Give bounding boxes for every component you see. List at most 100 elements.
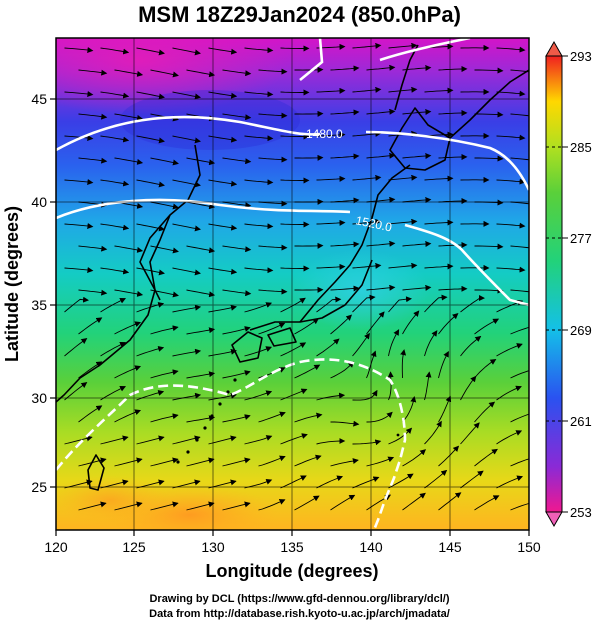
streamline-arrow [330, 420, 360, 427]
streamline-arrow [280, 342, 307, 357]
streamline-arrow [172, 91, 201, 100]
streamline-arrow [258, 244, 288, 251]
coastline-kyushu [231, 331, 263, 363]
streamline-arrow [496, 134, 526, 141]
streamline-arrow [474, 401, 496, 423]
streamline-arrow [172, 392, 202, 401]
streamline-arrow [316, 338, 340, 357]
streamline-arrow [186, 69, 216, 78]
streamline-arrow [388, 174, 418, 181]
streamline-arrow [280, 297, 306, 313]
streamline-arrow [510, 289, 529, 293]
streamline-arrow [474, 318, 500, 335]
streamline-arrow [366, 311, 385, 335]
streamline-arrow [316, 475, 344, 489]
streamline-arrow [330, 361, 355, 379]
contour-label-1480: 1480.0 [306, 127, 343, 141]
streamline-arrow [330, 285, 360, 292]
streamline-arrow [244, 267, 274, 274]
streamline-arrow [114, 457, 143, 467]
streamline-arrow [186, 415, 216, 423]
streamline-arrow [114, 321, 142, 335]
streamline-arrow [496, 90, 526, 97]
streamline-arrow [474, 243, 504, 250]
streamline-arrow [280, 45, 310, 52]
streamline-arrow [402, 240, 432, 247]
streamline-arrow [460, 422, 480, 445]
streamline-arrow [352, 86, 382, 93]
streamline-arrow [150, 457, 179, 467]
streamline-arrow [352, 476, 380, 489]
streamline-arrow [352, 332, 370, 357]
streamline-arrow [474, 448, 498, 467]
streamline-arrow [352, 218, 382, 225]
x-tick-label: 130 [201, 539, 225, 555]
streamline-arrow [496, 385, 522, 401]
streamline-arrow [496, 430, 523, 445]
streamline-arrow [402, 449, 427, 467]
coastline-shikoku [267, 327, 297, 347]
streamline-arrow [114, 289, 144, 297]
streamline-arrow [388, 427, 413, 445]
streamline-arrow [510, 413, 529, 423]
streamline-arrow [258, 499, 286, 511]
streamline-arrow [316, 263, 346, 270]
streamline-arrow [114, 69, 144, 77]
streamline-arrow [402, 396, 417, 423]
streamline-arrow [330, 241, 360, 248]
streamline-arrow [78, 157, 108, 164]
streamline-arrow [388, 473, 414, 489]
streamline-arrow [294, 66, 324, 73]
streamline-arrow [64, 135, 94, 141]
streamline-arrow [330, 109, 360, 116]
map-title: MSM 18Z29Jan2024 (850.0hPa) [138, 2, 461, 27]
streamline-arrow [460, 335, 482, 357]
streamline-arrow [222, 370, 251, 379]
streamline-arrow [402, 310, 420, 335]
streamline-arrow [258, 156, 288, 163]
streamline-arrow [294, 110, 324, 117]
streamline-arrow [352, 42, 382, 49]
streamline-arrow [64, 338, 88, 357]
streamline-arrow [330, 153, 360, 160]
streamline-arrow [136, 91, 165, 100]
x-tick-label: 135 [280, 539, 304, 555]
streamline-arrow [460, 294, 485, 313]
wind-streamlines [64, 42, 529, 511]
x-axis-label: Longitude (degrees) [205, 561, 378, 581]
streamline-arrow [100, 179, 130, 187]
streamline-arrow [438, 351, 449, 379]
streamline-arrow [438, 110, 468, 117]
streamline-arrow [150, 413, 179, 423]
streamline-arrow [438, 66, 468, 73]
coastline-korea [149, 214, 171, 301]
streamline-arrow [400, 349, 407, 379]
streamline-arrow [222, 414, 251, 423]
streamline-arrow [136, 267, 165, 276]
streamline-arrow [64, 179, 94, 185]
streamline-arrow [64, 91, 94, 97]
coastline-honshu-south [249, 259, 373, 331]
streamline-arrow [294, 454, 322, 467]
streamline-arrow [474, 495, 500, 511]
streamline-arrow [294, 154, 324, 161]
coastline-kuril [449, 69, 529, 139]
streamline-arrow [150, 325, 179, 335]
streamline-arrow [222, 289, 252, 297]
axis-ticks [50, 98, 530, 536]
streamline-arrow [136, 47, 165, 56]
colorbar-body [545, 55, 563, 513]
y-axis-label: Latitude (degrees) [2, 206, 22, 362]
streamline-arrow [280, 433, 308, 445]
streamline-arrow [186, 327, 216, 335]
streamline-arrow [330, 314, 353, 335]
streamline-arrow [100, 47, 130, 55]
streamline-arrow [258, 322, 286, 335]
streamline-arrow [222, 245, 252, 253]
streamline-arrow [424, 175, 454, 182]
streamline-arrow [352, 389, 378, 401]
streamline-arrow [258, 455, 286, 467]
streamline-arrow [424, 469, 448, 489]
streamline-arrow [496, 178, 526, 185]
streamline-arrow [78, 69, 108, 76]
